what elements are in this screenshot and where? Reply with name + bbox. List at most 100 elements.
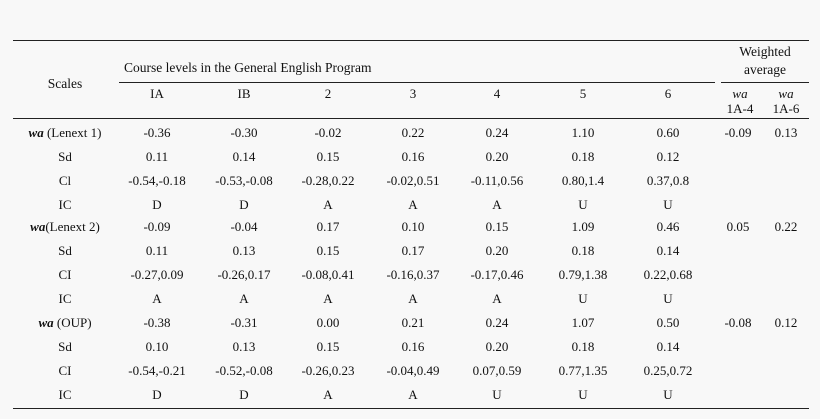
row-label: IC — [58, 387, 72, 402]
table-cell: A — [492, 291, 502, 306]
table-cell: -0.54,-0.21 — [128, 363, 186, 378]
table-cell: A — [492, 197, 502, 212]
row-label: IC — [58, 291, 72, 306]
weighted-average-underline — [721, 82, 809, 83]
row-label: Sd — [58, 339, 72, 354]
table-cell: 0.14 — [656, 243, 680, 258]
table-cell: -0.31 — [230, 315, 258, 330]
table-cell: U — [578, 291, 588, 306]
table-cell: -0.36 — [143, 125, 171, 140]
table-cell: 0.60 — [656, 125, 680, 140]
table-cell: U — [663, 197, 673, 212]
table-cell: 0.22,0.68 — [643, 267, 693, 282]
row-label-text: (OUP) — [53, 315, 92, 330]
table-cell: 0.77,1.35 — [558, 363, 608, 378]
table-cell: D — [239, 197, 249, 212]
table-cell: -0.30 — [230, 125, 258, 140]
table-cell: 0.79,1.38 — [558, 267, 608, 282]
table-cell: 0.18 — [571, 339, 595, 354]
table-cell: A — [239, 291, 249, 306]
table-cell: 0.24 — [485, 315, 509, 330]
row-label: Sd — [58, 149, 72, 164]
row-label: wa(Lenext 2) — [24, 219, 106, 234]
table-cell: -0.02,0.51 — [386, 173, 440, 188]
table-cell: U — [663, 387, 673, 402]
table-cell: 0.50 — [656, 315, 680, 330]
table-cell: A — [152, 291, 162, 306]
table-cell: 0.25,0.72 — [643, 363, 693, 378]
table-cell: U — [492, 387, 502, 402]
weighted-average-header-line1: Weighted — [739, 44, 791, 59]
table-cell: 0.24 — [485, 125, 509, 140]
table-cell: -0.17,0.46 — [470, 267, 524, 282]
table-cell: 0.12 — [656, 149, 680, 164]
course-levels-header: Course levels in the General English Pro… — [124, 60, 372, 75]
table-cell: 0.18 — [571, 243, 595, 258]
level-header-7: 6 — [664, 86, 672, 101]
table-cell: -0.02 — [314, 125, 342, 140]
table-cell: U — [663, 291, 673, 306]
row-label: IC — [58, 197, 72, 212]
table-cell: 1.10 — [571, 125, 595, 140]
table-cell: U — [578, 387, 588, 402]
level-header-4: 3 — [409, 86, 417, 101]
table-cell: D — [152, 387, 162, 402]
header-bottom-rule — [13, 118, 809, 119]
table-cell: -0.28,0.22 — [301, 173, 355, 188]
table-cell: A — [323, 197, 333, 212]
wa-1a4-prefix: wa — [732, 86, 748, 101]
row-label-symbol: wa — [38, 315, 54, 330]
table-cell: 0.16 — [401, 339, 425, 354]
table-cell: 0.00 — [316, 315, 340, 330]
table-cell: -0.52,-0.08 — [215, 363, 273, 378]
table-cell: 0.21 — [401, 315, 425, 330]
wa-1a6-value: 0.13 — [774, 125, 798, 140]
table-cell: A — [408, 291, 418, 306]
table-cell: 1.09 — [571, 219, 595, 234]
row-label: wa (OUP) — [24, 315, 106, 330]
level-header-5: 4 — [493, 86, 501, 101]
table-cell: -0.27,0.09 — [130, 267, 184, 282]
table-cell: 0.17 — [316, 219, 340, 234]
wa-1a4-value: -0.08 — [724, 315, 752, 330]
table-cell: 0.20 — [485, 243, 509, 258]
table-cell: -0.16,0.37 — [386, 267, 440, 282]
table-cell: A — [323, 387, 333, 402]
table-cell: A — [408, 387, 418, 402]
table-cell: 0.13 — [232, 339, 256, 354]
table-cell: 0.37,0.8 — [646, 173, 690, 188]
table-cell: -0.26,0.23 — [301, 363, 355, 378]
table-cell: 0.15 — [316, 339, 340, 354]
row-label-text: (Lenext 2) — [45, 219, 100, 234]
wa-1a4-value: -0.09 — [724, 125, 752, 140]
table-cell: 0.80,1.4 — [561, 173, 605, 188]
table-cell: 0.15 — [316, 149, 340, 164]
table-cell: D — [239, 387, 249, 402]
table-cell: 0.14 — [656, 339, 680, 354]
table-cell: 0.15 — [316, 243, 340, 258]
table-cell: 1.07 — [571, 315, 595, 330]
table-cell: -0.09 — [143, 219, 171, 234]
table-cell: 0.16 — [401, 149, 425, 164]
table-cell: A — [323, 291, 333, 306]
weighted-average-header-line2: average — [744, 62, 786, 77]
top-rule — [13, 40, 809, 41]
level-header-6: 5 — [579, 86, 587, 101]
table-cell: 0.46 — [656, 219, 680, 234]
wa-1a6-value: 0.22 — [774, 219, 798, 234]
table-cell: 0.11 — [145, 243, 169, 258]
wa-1a6-range: 1A-6 — [772, 101, 800, 116]
table-cell: 0.11 — [145, 149, 169, 164]
table-cell: 0.13 — [232, 243, 256, 258]
table-cell: 0.18 — [571, 149, 595, 164]
table-cell: -0.04,0.49 — [386, 363, 440, 378]
row-label-symbol: wa — [28, 125, 44, 140]
table-cell: 0.22 — [401, 125, 425, 140]
table-cell: 0.10 — [401, 219, 425, 234]
table-cell: -0.53,-0.08 — [215, 173, 273, 188]
table-cell: -0.08,0.41 — [301, 267, 355, 282]
wa-1a4-value: 0.05 — [726, 219, 750, 234]
wa-1a6-value: 0.12 — [774, 315, 798, 330]
bottom-rule — [13, 408, 809, 409]
